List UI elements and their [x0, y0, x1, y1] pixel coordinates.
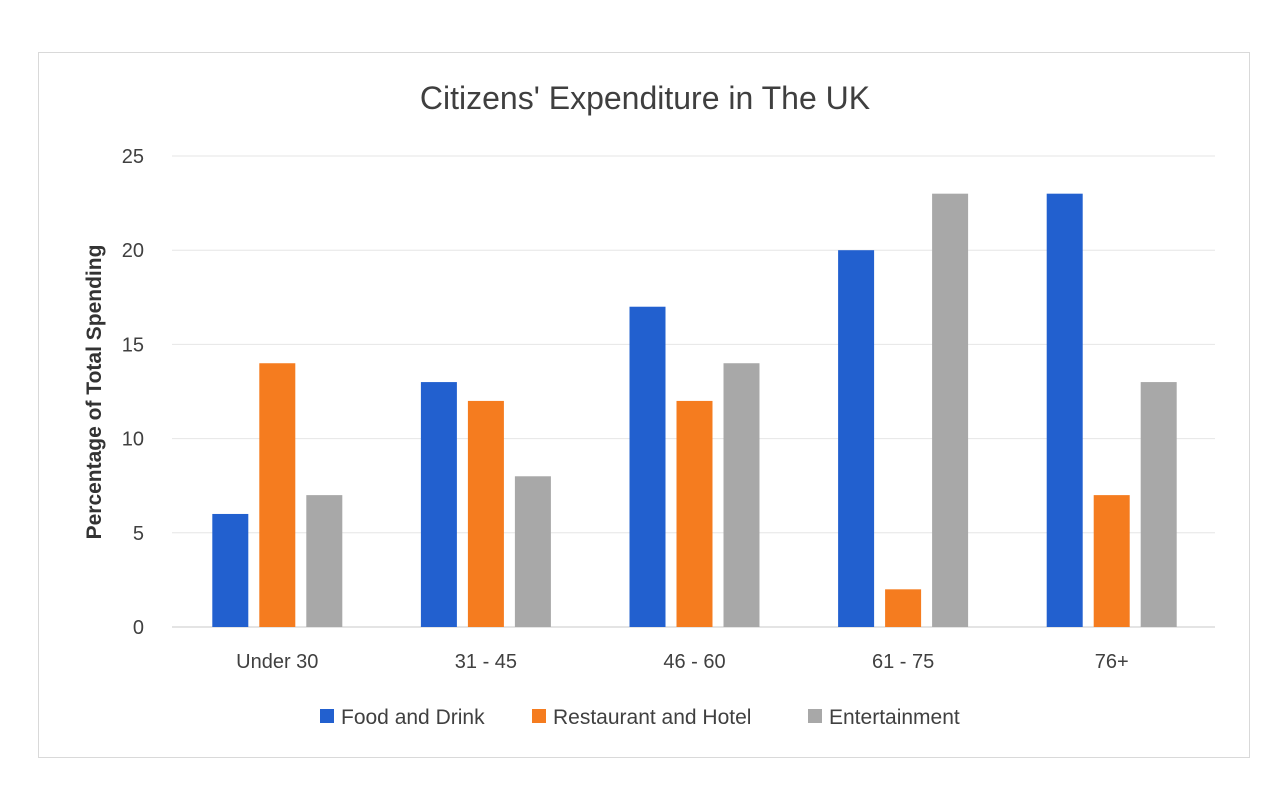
bar-entertainment-2	[723, 363, 760, 627]
legend-swatch	[532, 709, 546, 723]
bar-restaurant-and-hotel-1	[467, 400, 504, 627]
legend-label: Food and Drink	[341, 706, 485, 729]
bar-food-and-drink-3	[838, 250, 875, 627]
legend-swatch	[808, 709, 822, 723]
x-tick-label: 46 - 60	[663, 651, 725, 673]
bar-food-and-drink-1	[420, 382, 457, 627]
y-tick-label: 20	[122, 240, 144, 262]
y-tick-label: 25	[122, 146, 144, 168]
y-tick-label: 10	[122, 429, 144, 451]
x-tick-label: 31 - 45	[455, 651, 517, 673]
x-axis-ticks: Under 30 31 - 45 46 - 60 61 - 75 76+	[236, 651, 1129, 673]
bar-restaurant-and-hotel-2	[676, 400, 713, 627]
bars	[212, 193, 1177, 627]
gridlines	[172, 155, 1215, 628]
bar-entertainment-1	[514, 476, 551, 627]
x-tick-label: 61 - 75	[872, 651, 934, 673]
legend-label: Entertainment	[829, 706, 960, 729]
bar-food-and-drink-4	[1046, 193, 1083, 627]
bar-entertainment-0	[306, 495, 343, 627]
bar-food-and-drink-0	[212, 513, 249, 627]
legend-label: Restaurant and Hotel	[553, 706, 751, 729]
bar-food-and-drink-2	[629, 306, 666, 627]
y-tick-label: 0	[133, 617, 144, 639]
y-axis-label: Percentage of Total Spending	[83, 245, 106, 540]
x-tick-label: 76+	[1095, 651, 1129, 673]
bar-entertainment-3	[932, 193, 969, 627]
chart-title: Citizens' Expenditure in The UK	[420, 80, 870, 116]
legend: Food and Drink Restaurant and Hotel Entert…	[320, 706, 960, 729]
bar-restaurant-and-hotel-0	[259, 363, 296, 627]
y-tick-label: 15	[122, 334, 144, 356]
y-axis-ticks: 0 5 10 15 20 25	[122, 146, 144, 639]
bar-restaurant-and-hotel-3	[885, 589, 922, 627]
x-tick-label: Under 30	[236, 651, 318, 673]
bar-restaurant-and-hotel-4	[1093, 495, 1130, 627]
bar-entertainment-4	[1140, 382, 1177, 627]
legend-swatch	[320, 709, 334, 723]
y-tick-label: 5	[133, 523, 144, 545]
